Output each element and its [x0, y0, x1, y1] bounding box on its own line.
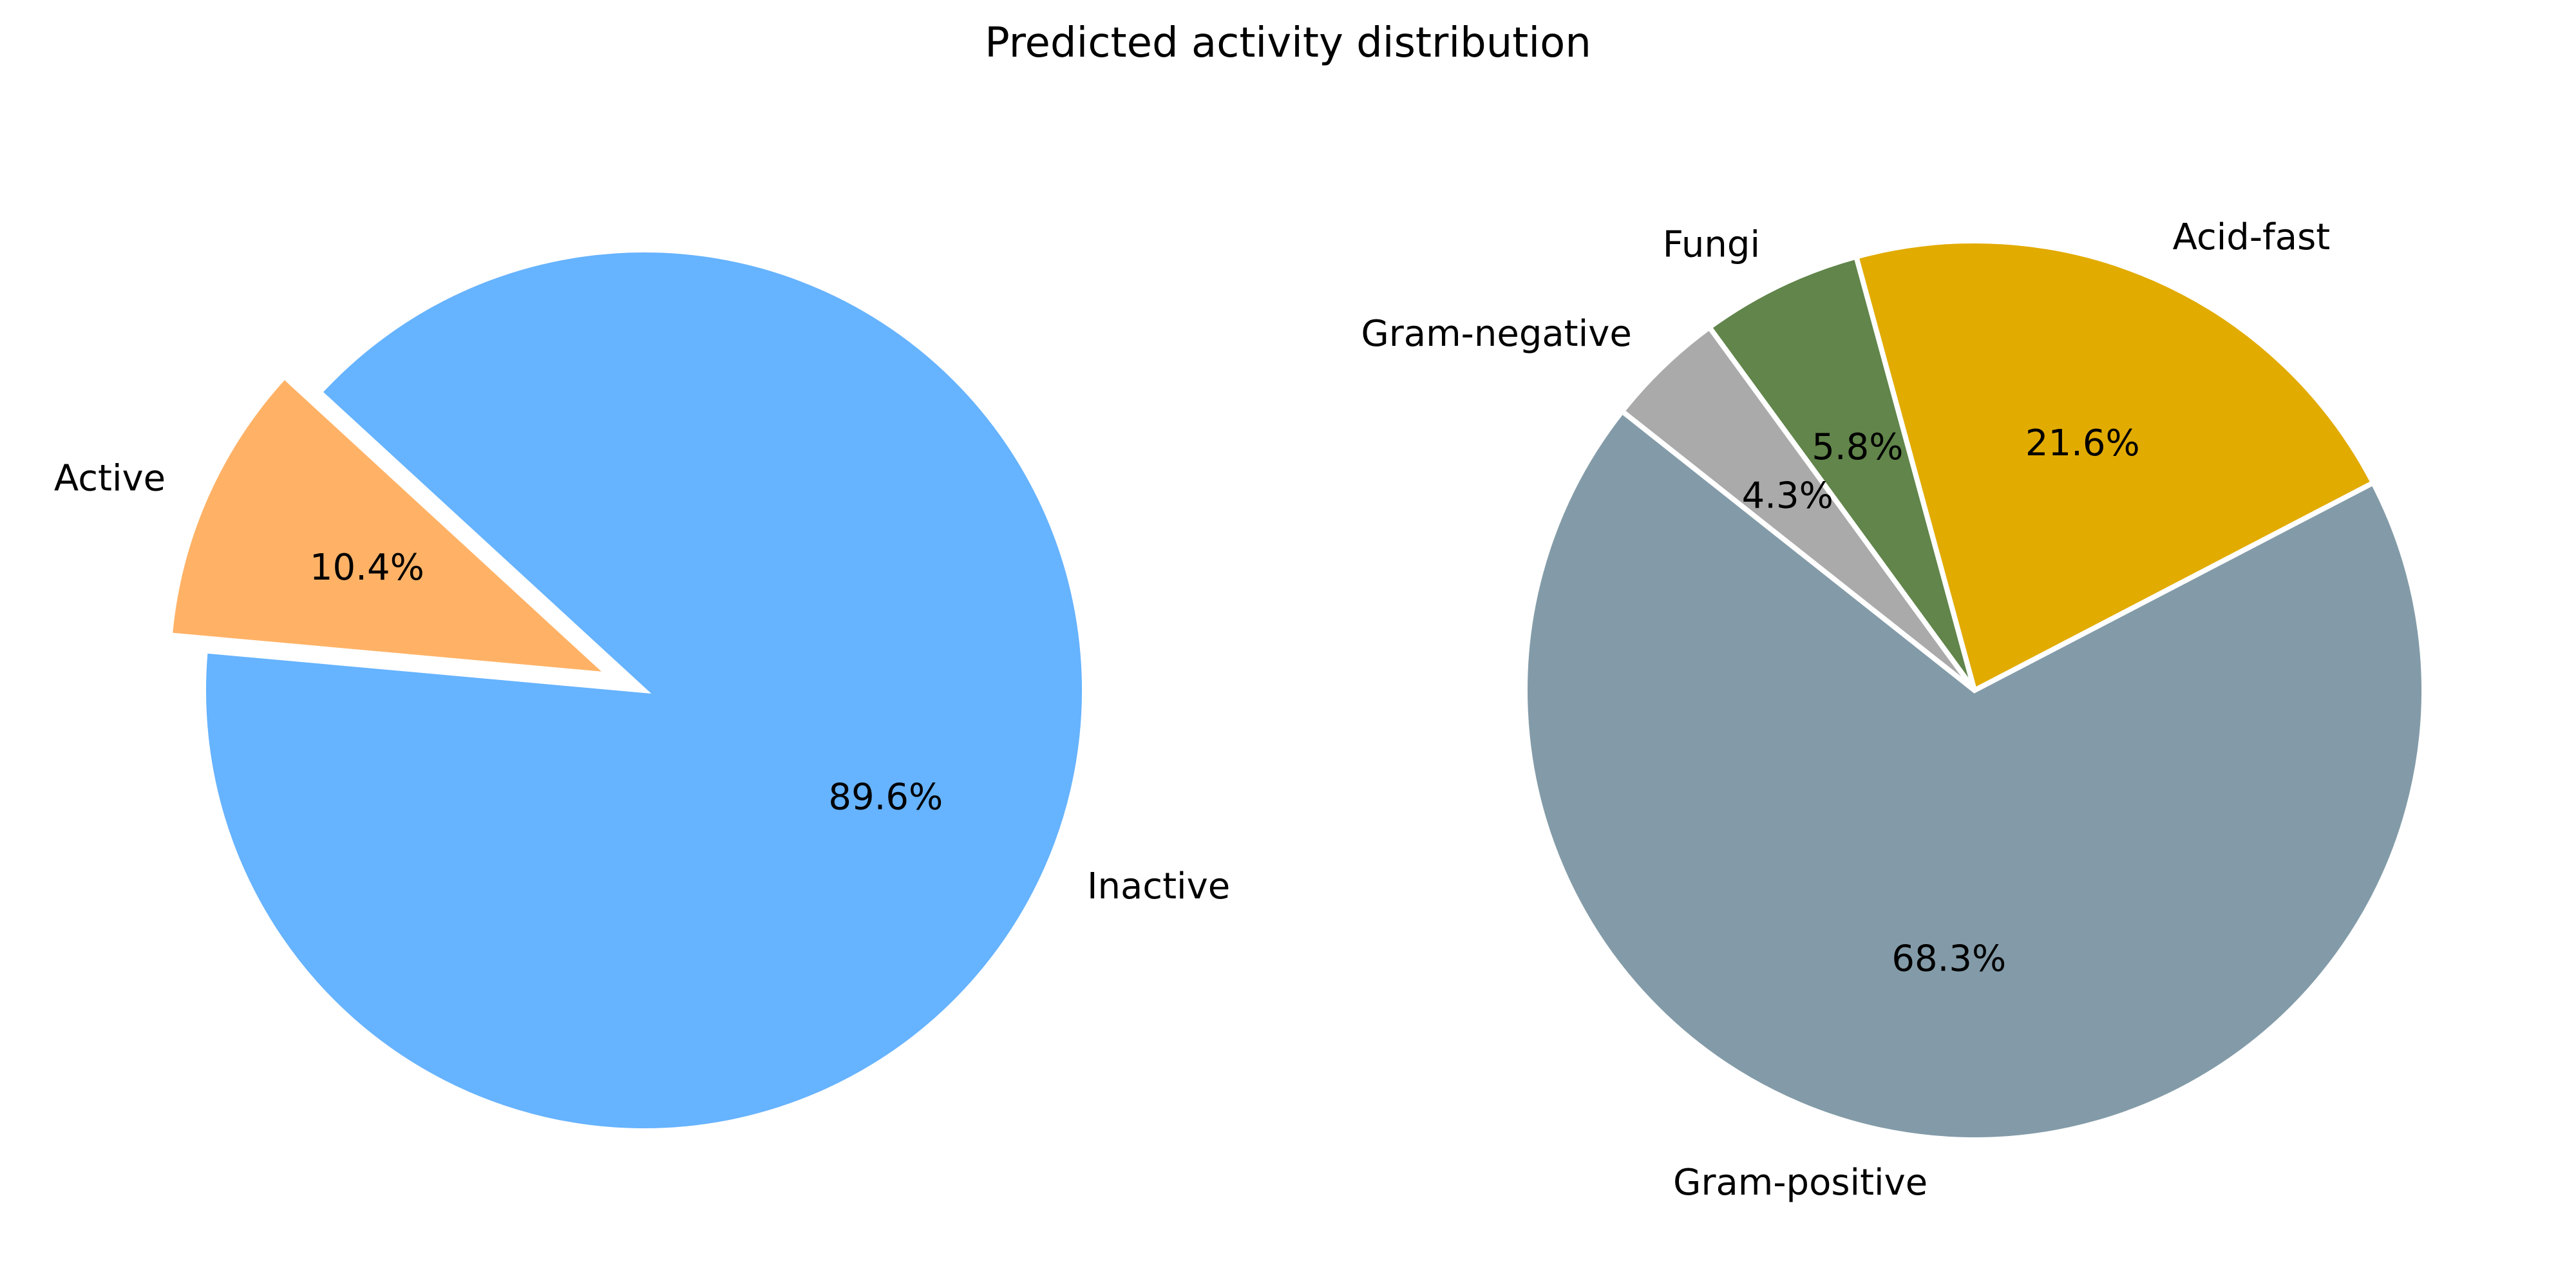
- percent-label-active: 10.4%: [310, 547, 424, 589]
- pie-slice-inactive: [201, 247, 1087, 1133]
- pie-slice-gram-positive: [1522, 408, 2427, 1142]
- pie-slice-acid-fast: [1853, 238, 2377, 694]
- percent-label-gram-negative: 4.3%: [1742, 475, 1833, 517]
- percent-label-gram-positive: 68.3%: [1891, 938, 2006, 980]
- activity-pie-chart: 10.4% Active 89.6% Inactive: [54, 247, 1230, 1133]
- organism-class-pie-chart: 21.6% Acid-fast 5.8% Fungi 4.3% Gram-negative…: [1361, 216, 2427, 1204]
- pie-slice-fungi: [1705, 253, 1977, 692]
- slice-label-inactive: Inactive: [1087, 866, 1230, 907]
- percent-label-inactive: 89.6%: [828, 777, 943, 819]
- pie-slice-active: [167, 373, 616, 678]
- percent-label-acid-fast: 21.6%: [2025, 422, 2140, 464]
- slice-label-fungi: Fungi: [1663, 224, 1760, 266]
- slice-label-active: Active: [54, 458, 166, 500]
- percent-label-fungi: 5.8%: [1812, 426, 1903, 468]
- slice-label-gram-positive: Gram-positive: [1673, 1162, 1927, 1204]
- slice-label-acid-fast: Acid-fast: [2173, 216, 2331, 258]
- slice-label-gram-negative: Gram-negative: [1361, 313, 1631, 355]
- figure-title: Predicted activity distribution: [985, 19, 1591, 67]
